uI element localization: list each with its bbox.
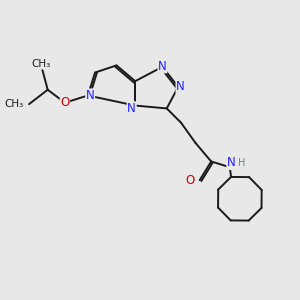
Text: CH₃: CH₃ xyxy=(5,99,24,109)
Text: N: N xyxy=(158,60,167,73)
Text: O: O xyxy=(60,96,70,109)
Text: CH₃: CH₃ xyxy=(31,59,50,69)
Text: N: N xyxy=(227,156,236,170)
Text: N: N xyxy=(128,102,136,115)
Text: O: O xyxy=(185,174,194,187)
Text: N: N xyxy=(86,89,94,102)
Text: N: N xyxy=(176,80,185,93)
Text: H: H xyxy=(238,158,245,168)
